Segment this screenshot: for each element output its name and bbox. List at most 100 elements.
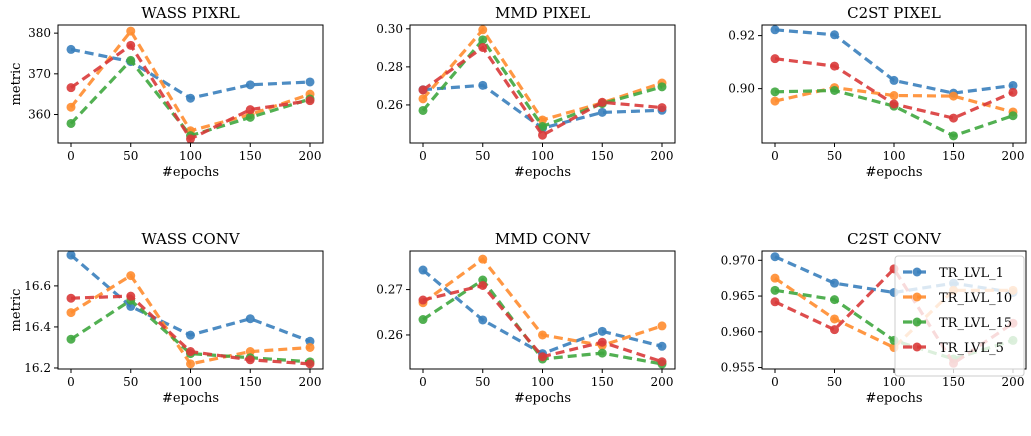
x-tick-label: 200	[1002, 375, 1025, 389]
y-tick-label: 0.955	[721, 361, 755, 375]
data-point-tr_lvl_5	[245, 105, 255, 115]
data-point-tr_lvl_1	[478, 80, 488, 90]
data-point-tr_lvl_5	[478, 42, 488, 52]
data-point-tr_lvl_15	[478, 35, 488, 45]
subplot-title: WASS PIXRL	[141, 4, 240, 22]
x-axis-label: #epochs	[865, 165, 922, 180]
data-point-tr_lvl_10	[66, 102, 76, 112]
subplot-1: 0 50 100 150 200 360 370 380 WASS PIXRL #epochs me…	[9, 4, 324, 180]
data-point-tr_lvl_15	[66, 334, 76, 344]
data-point-tr_lvl_5	[418, 295, 428, 305]
data-point-tr_lvl_1	[245, 314, 255, 324]
series-line-tr_lvl_10	[69, 28, 311, 133]
data-point-tr_lvl_5	[126, 40, 136, 50]
legend-marker-tr_lvl_15	[912, 317, 922, 327]
data-point-tr_lvl_15	[770, 87, 780, 97]
data-point-tr_lvl_10	[889, 91, 899, 101]
series-line-tr_lvl_15	[70, 298, 311, 364]
x-axis-label: #epochs	[865, 391, 922, 406]
data-point-tr_lvl_1	[418, 265, 428, 275]
x-axis-label: #epochs	[514, 391, 571, 406]
data-point-tr_lvl_1	[597, 326, 607, 336]
x-tick-label: 0	[419, 149, 427, 163]
data-point-tr_lvl_5	[186, 347, 195, 357]
x-tick-label: 100	[883, 375, 906, 389]
series-group	[66, 251, 315, 369]
subplot-title: MMD PIXEL	[495, 4, 590, 22]
data-point-tr_lvl_15	[597, 348, 607, 358]
series-line-tr_lvl_1	[774, 255, 1014, 295]
x-tick-label: 50	[475, 149, 490, 163]
data-point-tr_lvl_1	[1008, 80, 1018, 90]
data-point-tr_lvl_1	[770, 25, 780, 35]
data-point-tr_lvl_1	[186, 330, 195, 340]
data-point-tr_lvl_10	[770, 273, 780, 283]
x-tick-label: 100	[179, 375, 202, 389]
data-point-tr_lvl_5	[597, 97, 607, 107]
data-point-tr_lvl_5	[830, 325, 839, 335]
x-tick-label: 150	[239, 149, 262, 163]
data-point-tr_lvl_5	[1008, 87, 1018, 97]
data-point-tr_lvl_10	[830, 314, 839, 324]
data-point-tr_lvl_10	[126, 26, 136, 36]
y-axis-label: metric	[9, 63, 24, 106]
data-point-tr_lvl_1	[830, 30, 839, 40]
subplot-title: C2ST PIXEL	[847, 4, 941, 22]
data-point-tr_lvl_5	[305, 96, 315, 106]
data-point-tr_lvl_15	[657, 82, 667, 92]
x-tick-label: 50	[123, 149, 138, 163]
data-point-tr_lvl_15	[126, 55, 136, 65]
data-point-tr_lvl_5	[126, 291, 136, 301]
data-point-tr_lvl_15	[949, 131, 958, 141]
legend-label: TR_LVL_10	[939, 291, 1012, 306]
data-point-tr_lvl_15	[830, 295, 839, 305]
data-point-tr_lvl_5	[245, 355, 255, 365]
data-point-tr_lvl_1	[305, 77, 315, 87]
data-point-tr_lvl_5	[538, 352, 547, 362]
series-line-tr_lvl_1	[421, 268, 663, 356]
x-axis-label: #epochs	[162, 391, 219, 406]
data-point-tr_lvl_5	[66, 83, 76, 93]
y-tick-label: 370	[28, 67, 51, 81]
x-tick-label: 0	[419, 375, 427, 389]
data-point-tr_lvl_5	[889, 99, 899, 109]
data-point-tr_lvl_5	[186, 134, 195, 143]
y-tick-label: 380	[28, 26, 51, 40]
x-tick-label: 100	[531, 375, 554, 389]
data-point-tr_lvl_15	[1008, 111, 1018, 121]
x-tick-label: 50	[123, 375, 138, 389]
x-tick-label: 150	[591, 149, 614, 163]
data-point-tr_lvl_5	[657, 357, 667, 367]
data-point-tr_lvl_10	[657, 321, 667, 331]
data-point-tr_lvl_5	[538, 130, 547, 140]
data-point-tr_lvl_15	[66, 118, 76, 128]
data-point-tr_lvl_1	[305, 336, 315, 346]
data-point-tr_lvl_15	[770, 285, 780, 295]
x-tick-label: 200	[299, 375, 322, 389]
data-point-tr_lvl_5	[597, 337, 607, 347]
series-line-tr_lvl_15	[421, 37, 663, 129]
x-tick-label: 100	[179, 149, 202, 163]
subplot-5: 0 50 100 150 200 0.26 0.27 MMD CONV #epochs	[376, 230, 676, 406]
x-tick-label: 200	[651, 149, 674, 163]
series-group	[66, 26, 315, 143]
data-point-tr_lvl_10	[418, 94, 428, 104]
legend-label: TR_LVL_5	[939, 341, 1004, 356]
data-point-tr_lvl_10	[538, 330, 547, 340]
x-tick-label: 150	[942, 375, 965, 389]
x-tick-label: 200	[1002, 149, 1025, 163]
y-tick-label: 16.6	[24, 279, 51, 293]
series-group	[418, 254, 667, 369]
y-axis-label: metric	[9, 289, 24, 332]
data-point-tr_lvl_10	[478, 254, 488, 264]
data-point-tr_lvl_10	[66, 308, 76, 318]
data-point-tr_lvl_5	[478, 280, 488, 290]
x-tick-label: 0	[67, 149, 75, 163]
y-tick-label: 360	[28, 108, 51, 122]
data-point-tr_lvl_5	[418, 85, 428, 95]
data-point-tr_lvl_1	[770, 252, 780, 262]
x-tick-label: 0	[771, 149, 779, 163]
legend-marker-tr_lvl_10	[912, 292, 922, 302]
data-point-tr_lvl_10	[245, 347, 255, 357]
data-point-tr_lvl_10	[186, 359, 195, 369]
